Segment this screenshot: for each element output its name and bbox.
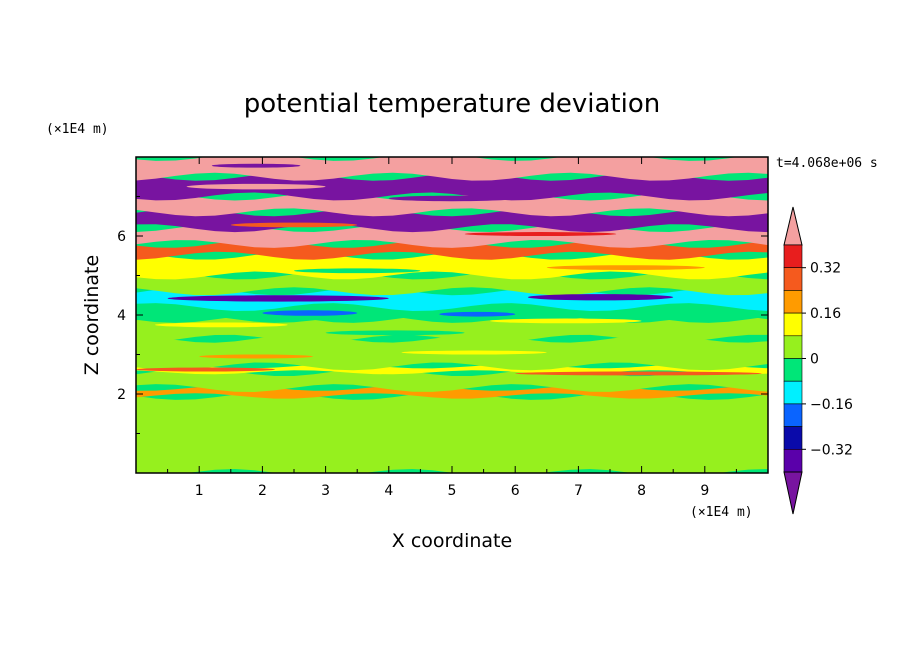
colorbar-tick-label: −0.16 [810,397,853,413]
colorbar-tick-label: 0.16 [810,306,841,322]
contour-band [136,287,768,311]
y-tick-label: 6 [117,229,126,245]
contour-feature [294,268,421,274]
colorbar-box [783,312,803,337]
x-tick-label: 5 [448,483,457,499]
contour-feature [186,183,326,190]
x-tick-label: 2 [258,483,267,499]
contour-feature [527,294,674,301]
contour-feature [388,195,516,202]
colorbar-box [783,403,803,427]
colorbar-tick-label: −0.32 [810,442,853,458]
contour-feature [439,311,516,317]
chart-title: potential temperature deviation [244,89,660,119]
x-unit-label: (×1E4 m) [690,505,753,520]
colorbar-box [783,267,803,291]
contour-feature [154,322,288,328]
contour-band [136,157,768,181]
x-tick-label: 3 [321,483,330,499]
x-tick-label: 4 [384,483,393,499]
time-label: t=4.068e+06 s [776,156,878,171]
colorbar-box [783,335,803,359]
contour-feature [230,222,358,228]
colorbar-min-triangle [783,471,803,515]
contour-band [136,392,768,473]
contour-feature [262,310,358,316]
colorbar-box [783,380,803,405]
y-axis: 2 4 6 [117,196,768,434]
contour-feature [325,330,465,336]
contour-band [136,368,768,392]
contour-band [136,271,768,296]
contour-feature [515,371,762,376]
colorbar-box [783,448,803,473]
colorbar-tick-label: 0 [810,352,819,368]
contour-feature [167,295,389,302]
x-tick-label: 9 [700,483,709,499]
contour-band [136,192,768,217]
colorbar-box [783,290,803,314]
plot-area [136,157,768,473]
x-axis-label: X coordinate [392,530,512,552]
x-tick-label: 1 [195,483,204,499]
colorbar: 0.32 0.16 0 −0.16 −0.32 [783,206,853,515]
y-tick-label: 4 [117,308,126,324]
y-axis-label: Z coordinate [81,255,103,375]
contour-feature [211,163,301,168]
contour-bands [136,157,768,473]
contour-features [136,163,762,376]
colorbar-box [783,426,803,450]
x-axis: 1 2 3 4 5 6 7 8 9 [167,157,737,499]
x-tick-label: 7 [574,483,583,499]
contour-feature [401,350,547,355]
contour-feature [489,318,642,324]
colorbar-tick-label: 0.32 [810,261,841,277]
x-tick-label: 6 [511,483,520,499]
x-tick-label: 8 [637,483,646,499]
colorbar-max-triangle [783,206,803,246]
y-tick-label: 2 [117,387,126,403]
y-unit-label: (×1E4 m) [46,122,109,137]
contour-feature [546,265,705,270]
contour-feature [199,354,313,359]
colorbar-box [783,358,803,382]
contour-feature [136,367,276,372]
colorbar-box [783,244,803,269]
contour-feature [464,232,617,236]
